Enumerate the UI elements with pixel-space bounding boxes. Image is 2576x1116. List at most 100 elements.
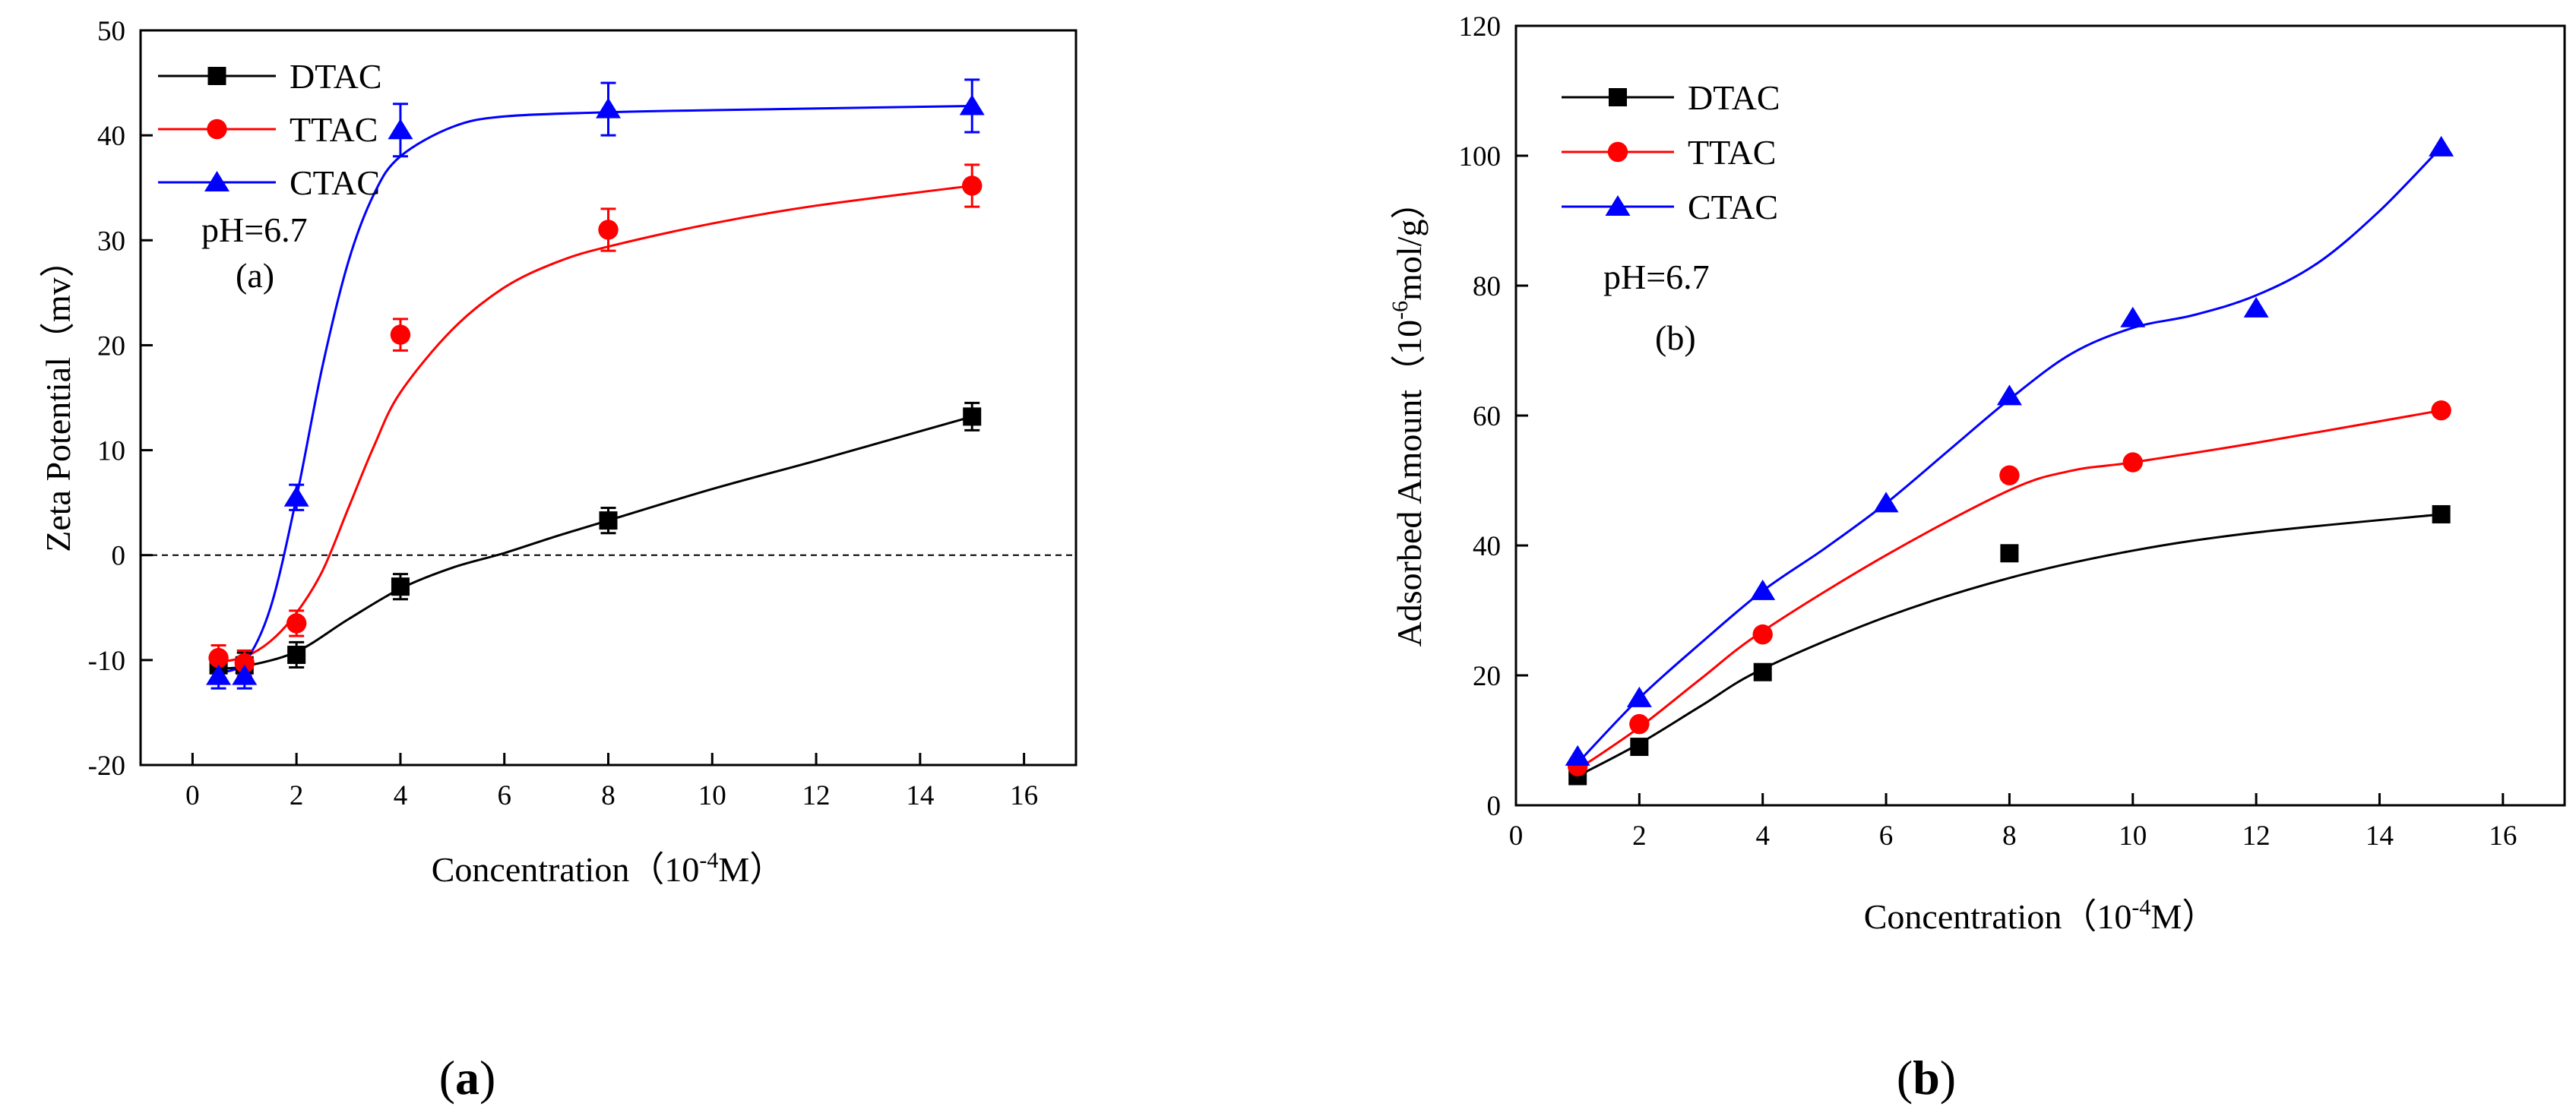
- y-tick-label: 50: [97, 16, 125, 47]
- ctac-data-point: [1750, 579, 1776, 600]
- legend-item-ctac: CTAC: [158, 163, 380, 202]
- legend-item-ttac: TTAC: [1562, 133, 1776, 172]
- ctac-data-point: [959, 94, 985, 115]
- y-tick-label: 40: [1473, 531, 1501, 562]
- x-tick-label: 6: [497, 780, 511, 811]
- ttac-data-point: [1999, 465, 2020, 485]
- x-tick-label: 0: [185, 780, 200, 811]
- ctac-data-point: [283, 485, 309, 507]
- ttac-data-point: [1752, 624, 1773, 645]
- ctac-data-point: [232, 664, 258, 685]
- y-tick-label: 0: [1487, 791, 1502, 822]
- ttac-data-point: [2122, 452, 2143, 473]
- dtac-data-point: [2432, 504, 2451, 523]
- ctac-data-point: [1626, 686, 1652, 707]
- ph-annotation: pH=6.7: [1603, 258, 1710, 296]
- y-tick-label: 40: [97, 121, 125, 152]
- chart-panel-b: 0 2 4 6 8 10 12 14 16 0 20 40 60 80 100 120 DTAC TTAC CTA…: [1388, 11, 2566, 936]
- caption-b: (b): [1897, 1051, 1956, 1105]
- x-tick-label: 6: [1879, 820, 1894, 852]
- ttac-data-point: [234, 653, 255, 674]
- axis-ticks: 0 2 4 6 8 10 12 14 16 -20 -10 0 10 20 30 40 50: [88, 16, 1038, 811]
- y-tick-label: 60: [1473, 401, 1501, 432]
- ttac-fit-line: [1577, 409, 2442, 771]
- ttac-data-point: [390, 324, 411, 345]
- ctac-data-point: [206, 664, 232, 685]
- x-tick-label: 16: [2489, 820, 2517, 852]
- legend-item-ctac: CTAC: [1562, 188, 1778, 226]
- ttac-data-point: [1629, 713, 1650, 735]
- ctac-fit-line: [218, 105, 973, 674]
- ttac-legend-label: TTAC: [1688, 133, 1776, 172]
- ctac-data-point: [1996, 384, 2022, 406]
- ctac-legend-marker: [204, 171, 229, 191]
- ttac-data-point: [208, 647, 229, 669]
- y-tick-label: 80: [1473, 271, 1501, 302]
- y-axis-title: Zeta Potential（mv）: [39, 242, 78, 552]
- axis-ticks: 0 2 4 6 8 10 12 14 16 0 20 40 60 80 100 120: [1459, 11, 2517, 852]
- ttac-legend-label: TTAC: [290, 110, 378, 149]
- ctac-data-point: [596, 97, 621, 119]
- ph-annotation: pH=6.7: [201, 210, 308, 249]
- x-tick-label: 16: [1010, 780, 1038, 811]
- x-tick-label: 2: [1632, 820, 1647, 852]
- fit-curves: [1577, 146, 2442, 777]
- x-tick-label: 2: [290, 780, 304, 811]
- ctac-data-point: [1873, 492, 1899, 513]
- x-tick-label: 0: [1509, 820, 1524, 852]
- dtac-fit-line: [1577, 513, 2442, 777]
- y-tick-label: 120: [1459, 11, 1502, 43]
- x-tick-label: 12: [2242, 820, 2271, 852]
- ttac-data-point: [286, 613, 307, 634]
- x-tick-label: 12: [802, 780, 831, 811]
- ctac-fit-line: [1577, 146, 2442, 764]
- data-points: [1565, 135, 2454, 786]
- ctac-legend-label: CTAC: [290, 163, 380, 202]
- y-tick-label: 20: [1473, 661, 1501, 692]
- legend-item-dtac: DTAC: [1562, 78, 1780, 117]
- ttac-fit-line: [218, 185, 973, 664]
- ttac-data-point: [2431, 400, 2451, 421]
- x-tick-label: 14: [2366, 820, 2394, 852]
- caption-a: (a): [439, 1051, 496, 1105]
- dtac-legend-label: DTAC: [1688, 78, 1780, 117]
- x-tick-label: 10: [2119, 820, 2147, 852]
- dtac-data-point: [287, 645, 306, 664]
- panel-label: (a): [236, 256, 274, 295]
- legend-item-ttac: TTAC: [158, 110, 378, 149]
- ttac-legend-marker: [207, 119, 227, 140]
- dtac-legend-marker: [207, 67, 226, 85]
- ctac-data-point: [2243, 296, 2269, 318]
- panel-label: (b): [1655, 318, 1696, 357]
- dtac-fit-line: [218, 415, 973, 670]
- dtac-legend-marker: [1609, 88, 1627, 106]
- x-tick-label: 14: [906, 780, 934, 811]
- ctac-data-point: [1565, 745, 1590, 766]
- ctac-data-point: [2120, 306, 2146, 327]
- ctac-data-point: [2429, 135, 2454, 156]
- y-tick-label: 30: [97, 226, 125, 257]
- y-tick-label: 20: [97, 330, 125, 362]
- legend: DTAC TTAC CTAC: [158, 57, 382, 202]
- ctac-data-point: [388, 119, 413, 140]
- ctac-legend-label: CTAC: [1688, 188, 1778, 226]
- x-tick-label: 8: [601, 780, 616, 811]
- y-tick-label: 100: [1459, 141, 1502, 172]
- plot-frame: [139, 29, 1078, 767]
- x-tick-label: 10: [698, 780, 726, 811]
- dtac-data-point: [2000, 544, 2019, 563]
- legend-item-dtac: DTAC: [158, 57, 382, 96]
- dtac-data-point: [599, 511, 618, 530]
- x-tick-label: 4: [1755, 820, 1770, 852]
- ttac-data-point: [962, 175, 983, 196]
- y-tick-label: -20: [88, 751, 125, 782]
- y-tick-label: 10: [97, 436, 125, 467]
- x-axis-title: Concentration（10-4M）: [1864, 895, 2217, 936]
- ctac-legend-marker: [1605, 195, 1631, 216]
- y-axis-title: Adsorbed Amount（10-6mol/g）: [1388, 185, 1429, 647]
- x-tick-label: 8: [2002, 820, 2017, 852]
- ttac-data-point: [598, 220, 619, 240]
- dtac-data-point: [391, 577, 410, 596]
- legend: DTAC TTAC CTAC: [1562, 78, 1780, 226]
- data-points: [206, 94, 985, 685]
